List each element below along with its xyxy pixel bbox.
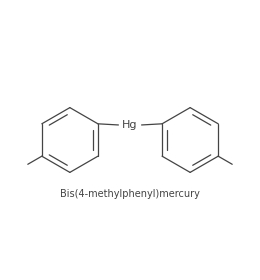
Text: Hg: Hg bbox=[122, 120, 138, 130]
Text: Bis(4-methylphenyl)mercury: Bis(4-methylphenyl)mercury bbox=[60, 189, 200, 199]
